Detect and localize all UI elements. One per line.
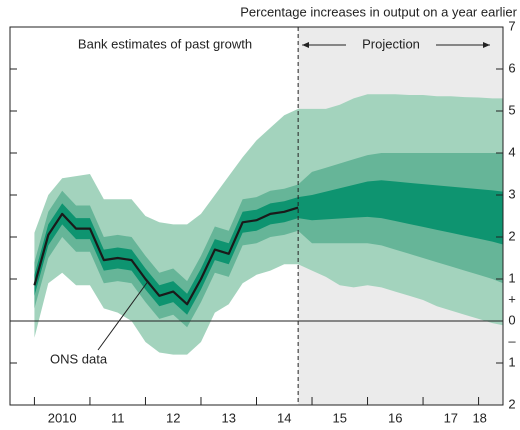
y-tick-label: 2 [508,228,515,243]
y-tick-label: 6 [508,60,515,75]
y-tick-label: 1 [508,354,515,369]
x-tick-label: 15 [333,410,347,425]
x-tick-label: 17 [444,410,458,425]
data-line [33,206,299,306]
x-tick-label: 2010 [48,410,77,425]
annotation: Projection [362,36,420,51]
series-label: ONS data [50,351,108,366]
fan-band [34,180,504,315]
x-tick-label: 16 [388,410,402,425]
y-tick-label: 0 [508,312,515,327]
x-tick-label: 11 [111,410,125,425]
y-tick-label: 2 [508,396,515,411]
y-tick-label: 5 [508,102,515,117]
x-tick-label: 18 [472,410,486,425]
pointer [97,281,148,351]
x-tick-label: 12 [166,410,180,425]
annotation: Bank estimates of past growth [78,36,252,51]
y-tick-label: 1 [508,270,515,285]
y-tick-label: 4 [508,144,515,159]
x-tick-label: 13 [222,410,236,425]
sign-label: + [508,291,516,306]
y-tick-label: 7 [508,18,515,33]
chart-title: Percentage increases in output on a year… [240,4,517,19]
y-tick-label: 3 [508,186,515,201]
sign-label: – [508,333,516,348]
plot-frame [9,26,504,406]
x-tick-label: 14 [277,410,291,425]
